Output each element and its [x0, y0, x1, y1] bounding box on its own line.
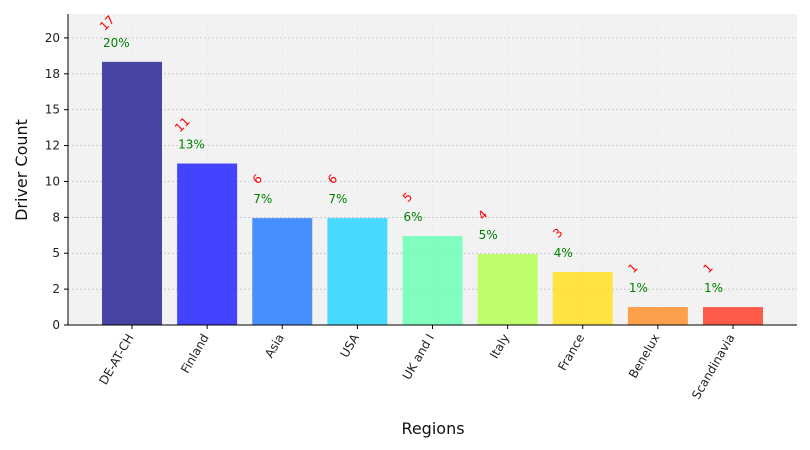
y-axis-title: Driver Count — [12, 119, 31, 221]
x-tick-label: Scandinavia — [689, 332, 738, 402]
percent-label: 4% — [554, 246, 573, 260]
x-tick-label: UK and I — [400, 332, 437, 383]
bar — [252, 218, 313, 325]
x-tick-label: Italy — [487, 332, 512, 362]
y-tick-label: 2 — [52, 282, 60, 296]
x-axis-title: Regions — [401, 419, 464, 438]
bar — [177, 163, 238, 325]
x-tick-label: Asia — [262, 332, 287, 361]
x-tick-label: DE-AT-CH — [96, 332, 136, 388]
percent-label: 1% — [629, 281, 648, 295]
percent-label: 1% — [704, 281, 723, 295]
bar — [102, 61, 162, 325]
x-tick-label: USA — [337, 331, 362, 360]
percent-label: 7% — [328, 192, 347, 206]
y-tick-label: 12 — [45, 139, 60, 153]
bar — [627, 307, 688, 325]
percent-label: 7% — [253, 192, 272, 206]
y-tick-label: 0 — [52, 318, 60, 332]
bar — [327, 218, 388, 325]
bar — [402, 236, 463, 325]
y-tick-label: 10 — [45, 174, 60, 188]
percent-label: 13% — [178, 138, 205, 152]
y-tick-label: 20 — [45, 31, 60, 45]
x-tick-label: Finland — [178, 332, 212, 376]
x-tick-label: France — [555, 332, 587, 374]
x-tick-label: Benelux — [626, 332, 662, 381]
bars — [102, 61, 763, 325]
bar — [552, 271, 613, 325]
percent-label: 5% — [479, 228, 498, 242]
bar — [703, 307, 763, 325]
y-tick-label: 15 — [45, 103, 60, 117]
y-tick-label: 18 — [45, 67, 60, 81]
bar — [477, 253, 538, 325]
percent-label: 6% — [404, 210, 423, 224]
y-tick-label: 8 — [52, 210, 60, 224]
y-tick-label: 5 — [52, 246, 60, 260]
percent-label: 20% — [103, 36, 130, 50]
